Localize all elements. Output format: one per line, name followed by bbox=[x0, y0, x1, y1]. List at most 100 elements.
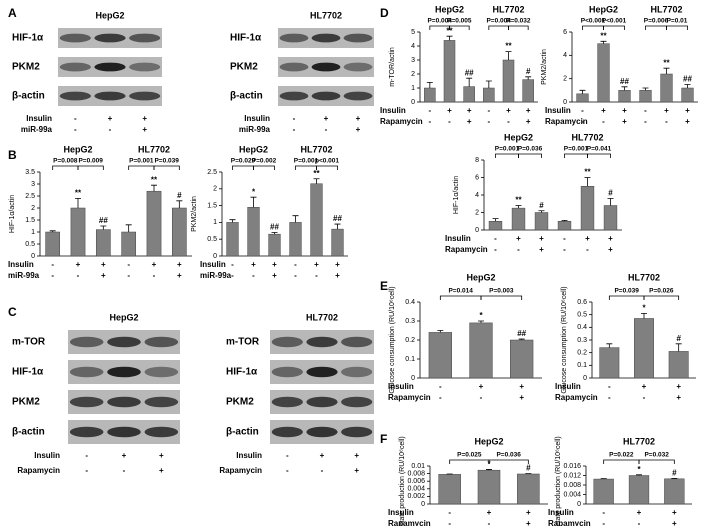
treatment-sign: + bbox=[676, 382, 681, 391]
error-bar bbox=[446, 35, 453, 41]
comparison-label: P=0.025 bbox=[457, 452, 482, 459]
blot-band bbox=[144, 396, 179, 408]
blot-band bbox=[311, 62, 341, 72]
treatment-sign: - bbox=[85, 451, 88, 460]
comparison-label: P=0.036 bbox=[518, 146, 543, 153]
comparison-label: P=0.032 bbox=[644, 452, 669, 459]
significance-mark: # bbox=[539, 201, 544, 210]
treatment-sign: - bbox=[85, 466, 88, 475]
treatment-sign: + bbox=[272, 271, 277, 280]
y-tick-label: 0.5 bbox=[207, 236, 217, 243]
significance-mark: * bbox=[252, 187, 256, 196]
treatment-sign: - bbox=[321, 466, 324, 475]
bar bbox=[576, 93, 589, 103]
bar bbox=[428, 332, 452, 379]
treatment-sign: + bbox=[516, 234, 521, 243]
treatment-label: Insulin bbox=[34, 451, 60, 460]
comparison-label: P=0.041 bbox=[587, 146, 612, 153]
treatment-sign: - bbox=[428, 117, 431, 126]
comparison-label: P=0.005 bbox=[447, 18, 472, 25]
comparison-label: P=0.032 bbox=[506, 18, 531, 25]
treatment-sign: - bbox=[439, 393, 442, 402]
protein-label: m-TOR bbox=[226, 337, 260, 348]
error-bar bbox=[466, 77, 473, 87]
treatment-sign: + bbox=[506, 106, 511, 115]
blot-band bbox=[271, 426, 303, 438]
protein-label: β-actin bbox=[12, 427, 45, 438]
cell-line-label: HepG2 bbox=[95, 10, 124, 20]
treatment-label: Rapamycin bbox=[388, 393, 431, 402]
bar bbox=[580, 186, 595, 231]
comparison-label: P=0.003 bbox=[489, 288, 514, 295]
group-label: HL7702 bbox=[138, 144, 170, 154]
y-tick-label: 6 bbox=[475, 174, 479, 181]
y-axis-label: m-TOR/actin bbox=[389, 47, 396, 87]
comparison-bracket bbox=[508, 25, 529, 30]
y-tick-label: 6 bbox=[563, 29, 567, 36]
error-bar bbox=[607, 198, 614, 206]
error-bar bbox=[538, 210, 545, 213]
treatment-sign: - bbox=[644, 117, 647, 126]
comparison-bracket bbox=[518, 153, 542, 158]
panel-letter: A bbox=[8, 6, 17, 20]
treatment-sign: - bbox=[439, 382, 442, 391]
treatment-label: Insulin bbox=[555, 382, 581, 391]
significance-mark: # bbox=[672, 468, 677, 477]
treatment-sign: + bbox=[159, 451, 164, 460]
comparison-bracket bbox=[643, 295, 680, 300]
treatment-sign: + bbox=[142, 114, 147, 123]
comparison-label: P=0.004 bbox=[427, 18, 452, 25]
blot-band bbox=[59, 33, 91, 43]
error-bar bbox=[271, 232, 278, 235]
treatment-sign: - bbox=[643, 393, 646, 402]
treatment-sign: + bbox=[526, 508, 531, 517]
treatment-sign: - bbox=[153, 271, 156, 280]
comparison-label: P=0.036 bbox=[496, 452, 521, 459]
comparison-label: P=0.001 bbox=[495, 146, 520, 153]
y-tick-label: 5 bbox=[411, 29, 415, 36]
y-tick-label: 2.5 bbox=[207, 169, 217, 176]
bar bbox=[247, 207, 260, 257]
bar bbox=[95, 229, 111, 257]
blot-band bbox=[144, 426, 179, 438]
y-tick-label: 8 bbox=[475, 157, 479, 164]
blot-band bbox=[129, 33, 161, 43]
bar bbox=[146, 190, 162, 257]
treatment-sign: + bbox=[585, 234, 590, 243]
y-tick-label: 0 bbox=[577, 501, 581, 508]
treatment-sign: + bbox=[251, 260, 256, 269]
error-bar bbox=[151, 184, 157, 192]
error-bar bbox=[505, 51, 512, 60]
treatment-sign: - bbox=[487, 106, 490, 115]
treatment-sign: + bbox=[335, 271, 340, 280]
blot-band bbox=[341, 366, 373, 378]
comparison-bracket bbox=[495, 153, 519, 158]
error-bar bbox=[525, 76, 532, 80]
y-tick-label: 0.6 bbox=[577, 299, 587, 306]
treatment-sign: + bbox=[467, 106, 472, 115]
y-tick-label: 0.004 bbox=[407, 486, 425, 493]
treatment-sign: + bbox=[320, 451, 325, 460]
y-tick-label: 0.006 bbox=[407, 478, 425, 485]
blot-band bbox=[69, 336, 104, 348]
comparison-bracket bbox=[564, 153, 588, 158]
group-label: HL7702 bbox=[650, 4, 682, 14]
bar bbox=[522, 79, 534, 103]
treatment-sign: + bbox=[354, 451, 359, 460]
bar bbox=[510, 339, 534, 379]
y-tick-label: 0.008 bbox=[563, 482, 581, 489]
blot-band bbox=[107, 396, 141, 408]
comparison-label: P=0.008 bbox=[53, 158, 78, 165]
y-tick-label: 0.016 bbox=[563, 463, 581, 470]
treatment-sign: - bbox=[51, 260, 54, 269]
error-bar bbox=[642, 87, 649, 91]
treatment-sign: - bbox=[494, 234, 497, 243]
treatment-sign: - bbox=[294, 271, 297, 280]
bar bbox=[463, 86, 475, 103]
y-tick-label: 1 bbox=[213, 219, 217, 226]
treatment-sign: + bbox=[447, 106, 452, 115]
bar bbox=[664, 478, 685, 505]
error-bar bbox=[518, 338, 525, 340]
treatment-sign: + bbox=[101, 260, 106, 269]
